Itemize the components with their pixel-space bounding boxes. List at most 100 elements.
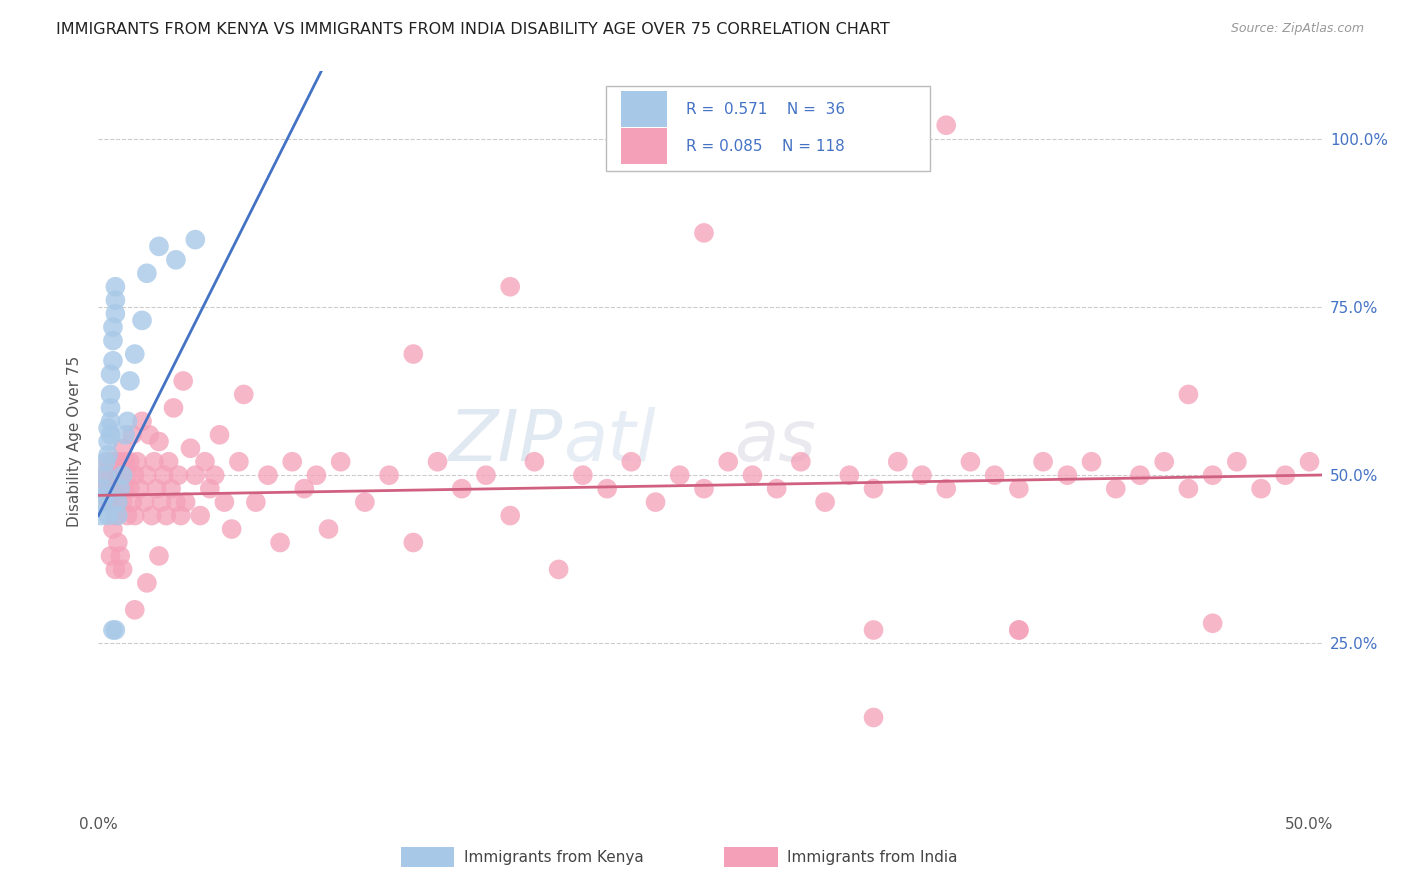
Point [911, 468, 934, 483]
Point [110, 455, 132, 469]
Point [107, 468, 129, 483]
Point [100, 368, 122, 382]
Point [523, 455, 546, 469]
Point [959, 455, 981, 469]
Point [862, 482, 884, 496]
Point [232, 387, 254, 401]
Point [101, 334, 124, 348]
Point [174, 495, 197, 509]
Point [97, 421, 120, 435]
Point [184, 233, 207, 247]
Point [245, 495, 267, 509]
Point [118, 374, 141, 388]
Point [148, 239, 170, 253]
Point [104, 293, 127, 308]
Point [167, 468, 190, 483]
Point [111, 468, 134, 483]
Point [100, 455, 122, 469]
Point [668, 468, 690, 483]
Point [1008, 623, 1031, 637]
Point [1298, 455, 1320, 469]
Point [644, 495, 666, 509]
Point [101, 320, 124, 334]
Point [184, 468, 207, 483]
Point [91, 495, 114, 509]
Point [94, 455, 117, 469]
Point [131, 414, 153, 428]
Point [94, 488, 117, 502]
Point [450, 482, 472, 496]
Point [97, 448, 120, 462]
Point [111, 468, 134, 483]
Point [148, 549, 170, 563]
Point [1201, 616, 1223, 631]
Point [1177, 387, 1199, 401]
Point [124, 508, 146, 523]
Point [101, 495, 124, 509]
Point [114, 455, 136, 469]
Point [402, 347, 425, 361]
Text: IMMIGRANTS FROM KENYA VS IMMIGRANTS FROM INDIA DISABILITY AGE OVER 75 CORRELATIO: IMMIGRANTS FROM KENYA VS IMMIGRANTS FROM… [56, 22, 890, 37]
Point [118, 455, 141, 469]
Point [134, 495, 156, 509]
Point [572, 468, 595, 483]
Point [150, 495, 173, 509]
Point [170, 508, 193, 523]
Point [329, 455, 352, 469]
Point [281, 455, 304, 469]
Point [131, 313, 153, 327]
Bar [620, 91, 668, 127]
Point [499, 279, 522, 293]
Point [1129, 468, 1152, 483]
Text: Source: ZipAtlas.com: Source: ZipAtlas.com [1230, 22, 1364, 36]
Point [110, 482, 132, 496]
Point [1177, 482, 1199, 496]
Point [100, 401, 122, 415]
Point [121, 495, 143, 509]
Point [204, 468, 226, 483]
Point [97, 455, 120, 469]
Point [765, 482, 787, 496]
Point [94, 482, 117, 496]
Point [354, 495, 377, 509]
Point [838, 468, 860, 483]
Point [97, 495, 120, 509]
Point [117, 468, 139, 483]
Point [160, 482, 183, 496]
Point [292, 482, 315, 496]
Point [693, 226, 716, 240]
Point [135, 468, 157, 483]
Point [165, 252, 187, 267]
Point [145, 482, 167, 496]
Point [101, 468, 124, 483]
Point [104, 482, 127, 496]
Point [138, 427, 160, 442]
Text: Immigrants from Kenya: Immigrants from Kenya [464, 850, 644, 864]
Point [475, 468, 498, 483]
Text: ZIP: ZIP [449, 407, 564, 476]
Point [426, 455, 449, 469]
Text: atl: atl [564, 407, 657, 476]
Point [305, 468, 328, 483]
Point [935, 482, 957, 496]
Text: as: as [734, 407, 817, 476]
Bar [606, 87, 931, 171]
Point [208, 427, 231, 442]
Point [790, 455, 813, 469]
Point [1032, 455, 1054, 469]
Point [104, 279, 127, 293]
Point [104, 455, 127, 469]
Point [91, 482, 114, 496]
Point [121, 427, 143, 442]
Point [97, 434, 120, 449]
Point [221, 522, 243, 536]
Point [101, 623, 124, 637]
Point [228, 455, 250, 469]
Point [97, 508, 120, 523]
Point [107, 535, 129, 549]
Point [111, 562, 134, 576]
Point [257, 468, 280, 483]
Point [620, 455, 643, 469]
Point [110, 549, 132, 563]
Point [135, 575, 157, 590]
